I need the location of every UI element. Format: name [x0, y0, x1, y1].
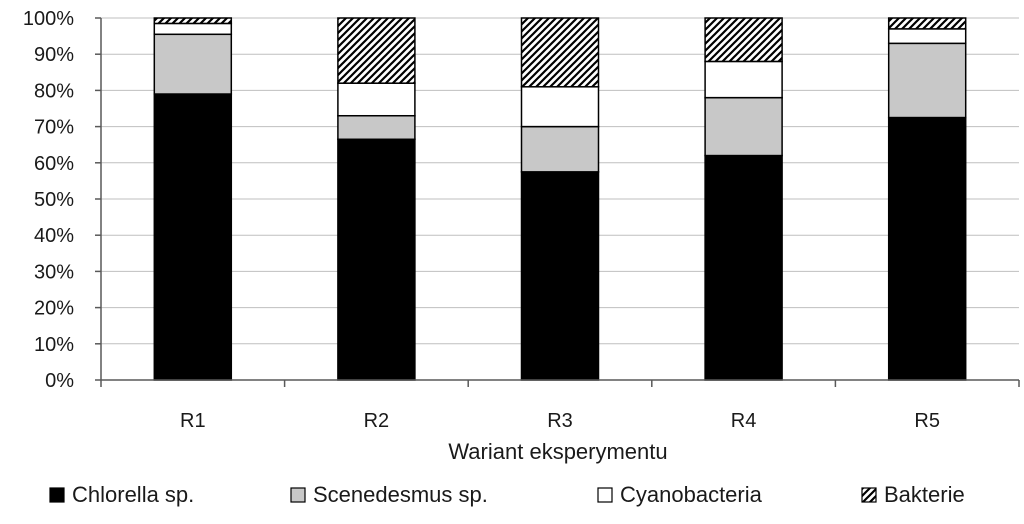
y-tick-label: 100% — [23, 8, 74, 30]
bar-chlorella-sp-r1 — [153, 93, 233, 381]
legend-swatch-bakterie — [861, 487, 877, 503]
bar-chlorella-sp-r5 — [887, 116, 967, 381]
legend-label-cyanobacteria: Cyanobacteria — [620, 482, 763, 507]
y-tick-label: 80% — [34, 80, 74, 102]
y-tick-label: 0% — [45, 370, 74, 392]
y-tick-label: 10% — [34, 334, 74, 356]
axes — [95, 17, 1020, 387]
bar-scenedesmus-sp-r5 — [887, 42, 967, 119]
bar-scenedesmus-sp-r1 — [153, 33, 233, 95]
bars — [153, 17, 967, 381]
x-tick-labels: R1 R2 R3 R4 R5 — [180, 410, 940, 432]
bar-scenedesmus-sp-r2 — [337, 114, 416, 141]
bar-bakterie-r3 — [520, 17, 600, 88]
y-tick-label: 40% — [34, 225, 74, 247]
y-tick-label: 30% — [34, 261, 74, 283]
bar-chlorella-sp-r3 — [520, 171, 600, 381]
legend: Chlorella sp. Scenedesmus sp. Cyanobacteri… — [49, 482, 965, 507]
bar-cyanobacteria-r5 — [887, 28, 967, 45]
bar-chlorella-sp-r4 — [704, 154, 783, 381]
y-tick-label: 70% — [34, 117, 74, 139]
legend-swatch-scenedesmus-sp — [290, 487, 306, 503]
bar-cyanobacteria-r4 — [704, 60, 783, 99]
legend-label-bakterie: Bakterie — [884, 482, 965, 507]
bar-bakterie-r2 — [337, 17, 416, 84]
bar-scenedesmus-sp-r3 — [520, 125, 600, 173]
y-tick-label: 20% — [34, 298, 74, 320]
bar-bakterie-r5 — [887, 17, 967, 30]
legend-label-scenedesmus-sp: Scenedesmus sp. — [313, 482, 488, 507]
x-axis-title: Wariant eksperymentu — [448, 439, 667, 464]
x-tick-label-r1: R1 — [180, 410, 206, 432]
bar-bakterie-r1 — [153, 17, 233, 25]
x-tick-label-r4: R4 — [731, 410, 757, 432]
x-tick-label-r3: R3 — [547, 410, 573, 432]
bar-bakterie-r4 — [704, 17, 783, 63]
bar-cyanobacteria-r2 — [337, 82, 416, 117]
y-tick-label: 90% — [34, 44, 74, 66]
bar-cyanobacteria-r1 — [153, 22, 233, 36]
bar-cyanobacteria-r3 — [520, 86, 600, 128]
bar-scenedesmus-sp-r4 — [704, 96, 783, 157]
x-tick-label-r5: R5 — [914, 410, 940, 432]
bar-chlorella-sp-r2 — [337, 138, 416, 381]
y-tick-labels: 0% 10% 20% 30% 40% 50% 60% 70% 80% 90% 100% — [23, 8, 74, 392]
x-tick-label-r2: R2 — [364, 410, 390, 432]
legend-swatch-cyanobacteria — [597, 487, 613, 503]
legend-label-chlorella-sp: Chlorella sp. — [72, 482, 194, 507]
y-tick-label: 60% — [34, 153, 74, 175]
y-tick-label: 50% — [34, 189, 74, 211]
legend-swatch-chlorella-sp — [49, 487, 65, 503]
